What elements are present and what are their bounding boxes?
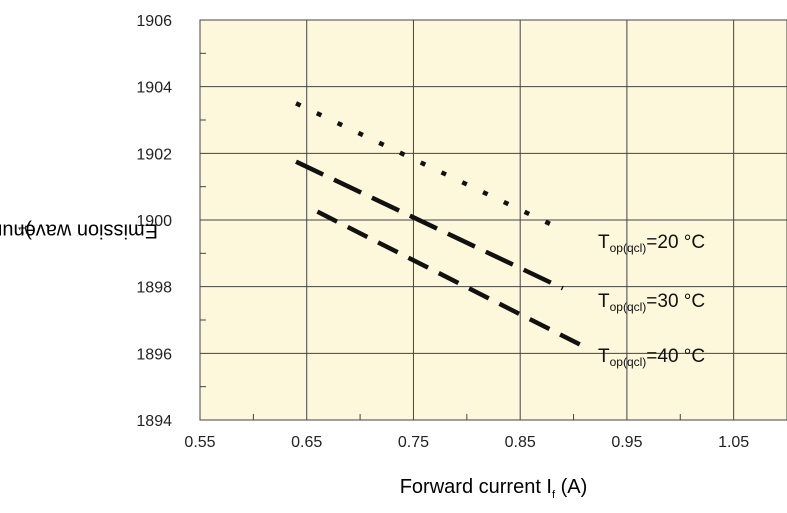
x-tick-label: 1.05 — [718, 434, 749, 451]
x-tick-label: 0.75 — [398, 434, 429, 451]
y-tick-label: 1902 — [136, 146, 172, 163]
series-labels: Top(qcl)=20 °C Top(qcl)=30 °C Top(qcl)=40 … — [598, 232, 705, 369]
x-tick-label: 0.85 — [505, 434, 536, 451]
y-tick-label: 1896 — [136, 346, 172, 363]
grid — [200, 20, 787, 420]
x-tick-label: 0.65 — [291, 434, 322, 451]
series-line-2 — [295, 159, 564, 291]
series-label-2: Top(qcl)=30 °C — [598, 291, 705, 314]
series-group — [295, 101, 586, 349]
x-tick-label: 0.95 — [611, 434, 642, 451]
series-label-3: Top(qcl)=40 °C — [598, 346, 705, 369]
y-tick-label: 1898 — [136, 280, 172, 297]
y-axis-title: Emission wavenumber K (cm-1) — [0, 219, 158, 242]
y-tick-label: 1894 — [136, 413, 172, 430]
y-tick-label: 1900 — [136, 213, 172, 230]
series-line-3 — [316, 209, 586, 349]
x-axis-title: Forward current If (A) — [399, 476, 588, 501]
y-tick-label: 1904 — [136, 80, 172, 97]
tick-labels: 0.55 0.65 0.75 0.85 0.95 1.05 1894 1896 1898 1900… — [136, 13, 749, 451]
series-line-1 — [295, 101, 564, 233]
y-tick-label: 1906 — [136, 13, 172, 30]
series-label-1: Top(qcl)=20 °C — [598, 232, 705, 255]
ticks — [200, 52, 681, 420]
x-tick-label: 0.55 — [184, 434, 215, 451]
